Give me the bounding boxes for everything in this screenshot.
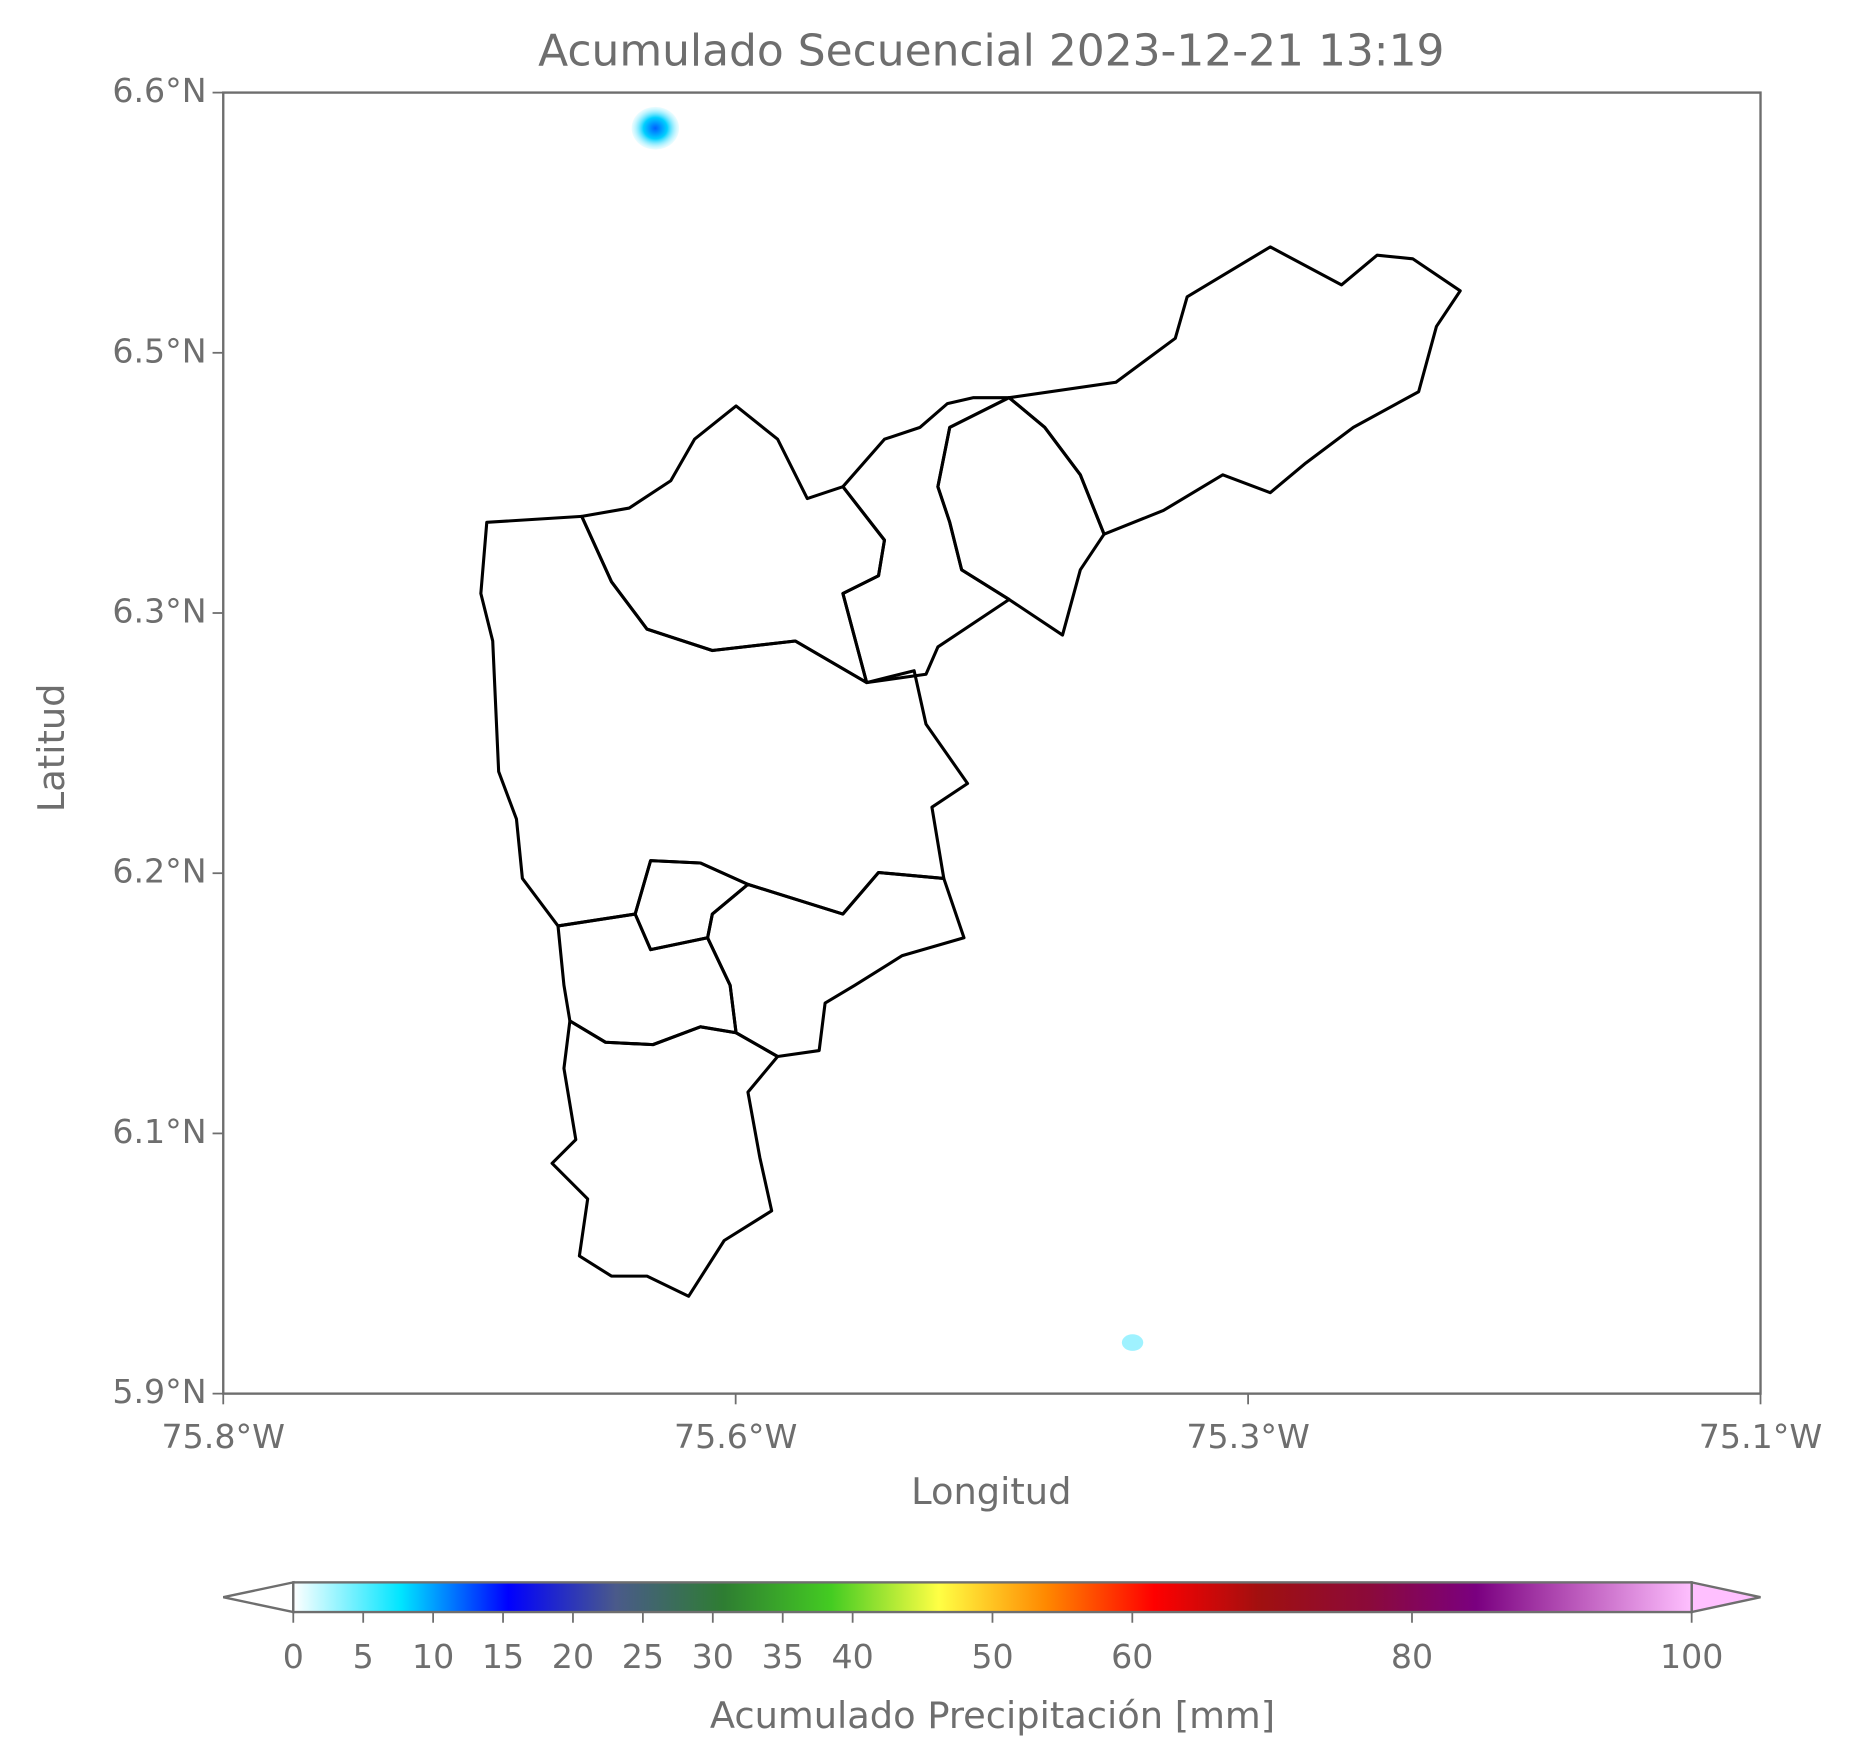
municipality-border bbox=[479, 514, 970, 928]
x-tick-label: 75.6°W bbox=[674, 1417, 797, 1456]
municipality-border bbox=[706, 870, 966, 1059]
municipality-border bbox=[841, 396, 1011, 685]
y-tick-label: 6.2°N bbox=[112, 852, 206, 891]
y-tick-label: 6.3°N bbox=[112, 592, 206, 631]
colorbar-tick-label: 50 bbox=[971, 1637, 1013, 1676]
municipality-border bbox=[1007, 245, 1462, 536]
y-tick-label: 6.6°N bbox=[112, 71, 206, 110]
colorbar-label: Acumulado Precipitación [mm] bbox=[710, 1694, 1275, 1737]
colorbar-tick-label: 10 bbox=[412, 1637, 454, 1676]
colorbar-tick-label: 0 bbox=[283, 1637, 304, 1676]
x-tick-label: 75.8°W bbox=[162, 1417, 285, 1456]
colorbar-tick-label: 40 bbox=[831, 1637, 873, 1676]
colorbar-tick-label: 100 bbox=[1660, 1637, 1723, 1676]
colorbar-tick-label: 5 bbox=[353, 1637, 374, 1676]
x-tick-label: 75.3°W bbox=[1186, 1417, 1309, 1456]
colorbar-tick-label: 35 bbox=[762, 1637, 804, 1676]
colorbar-tick-label: 30 bbox=[692, 1637, 734, 1676]
colorbar-tick-label: 80 bbox=[1391, 1637, 1433, 1676]
plot-frame bbox=[222, 91, 1762, 1395]
rain-patch bbox=[631, 106, 680, 150]
y-tick-label: 6.5°N bbox=[112, 331, 206, 370]
y-axis-label: Latitud bbox=[30, 683, 73, 812]
colorbar bbox=[292, 1581, 1693, 1614]
y-tick-label: 6.1°N bbox=[112, 1112, 206, 1151]
colorbar-tick-label: 60 bbox=[1111, 1637, 1153, 1676]
chart-title: Acumulado Secuencial 2023-12-21 13:19 bbox=[538, 25, 1444, 76]
map-boundaries bbox=[479, 106, 1462, 1351]
rain-patch bbox=[1121, 1334, 1144, 1351]
colorbar-tick-label: 25 bbox=[622, 1637, 664, 1676]
x-axis-label: Longitud bbox=[911, 1470, 1071, 1513]
colorbar-tick-label: 20 bbox=[552, 1637, 594, 1676]
colorbar-tick-label: 15 bbox=[482, 1637, 524, 1676]
x-tick-label: 75.1°W bbox=[1699, 1417, 1822, 1456]
colorbar-extend-low bbox=[223, 1580, 295, 1614]
municipality-border bbox=[633, 859, 750, 952]
colorbar-extend-high bbox=[1690, 1580, 1761, 1614]
y-tick-label: 5.9°N bbox=[112, 1372, 206, 1411]
municipality-border bbox=[936, 396, 1106, 637]
municipality-border bbox=[550, 1019, 780, 1298]
municipality-border bbox=[580, 404, 886, 685]
